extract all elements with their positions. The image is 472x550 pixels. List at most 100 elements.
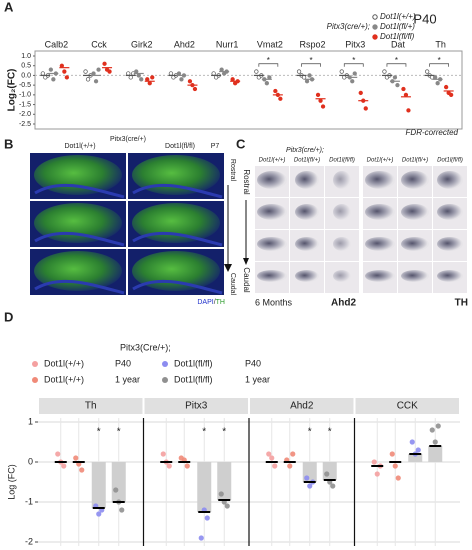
data-point (290, 451, 296, 457)
significance-star: * (395, 56, 398, 65)
micrograph-signal (257, 171, 287, 189)
micrograph-signal (333, 237, 351, 251)
x-tick-label: Calb2 (45, 39, 69, 49)
y-axis-label: Log₂(FC) (7, 69, 18, 112)
y-tick-label: 1.0 (21, 53, 31, 60)
data-point (304, 79, 310, 84)
micrograph-fibers (132, 231, 223, 247)
micrograph-signal (257, 204, 287, 220)
y-tick-label: -2.5 (19, 121, 31, 128)
stain-part: DAPI (197, 299, 213, 306)
significance-star: * (267, 56, 270, 65)
data-point (432, 439, 438, 445)
column-label: Dot1l(fl/fl) (329, 158, 355, 164)
data-point (318, 98, 323, 103)
micrograph-signal (295, 204, 319, 220)
data-point (307, 483, 313, 489)
significance-bracket (386, 63, 407, 67)
column-label: Dot1l(+/+) (64, 143, 95, 150)
micrograph-signal (401, 270, 429, 282)
stain-label: TH (455, 298, 468, 309)
micrograph-signal (401, 171, 429, 189)
y-tick-label: -2 (25, 536, 33, 546)
plot-frame (34, 50, 463, 130)
data-point (179, 77, 184, 82)
data-point (230, 77, 235, 82)
facet-strip (355, 398, 459, 414)
data-point (93, 79, 99, 84)
data-point (126, 71, 131, 76)
legend-label: Dot1l(fl/fl) (174, 358, 213, 368)
data-point (409, 439, 415, 445)
data-point (301, 75, 307, 80)
genotype-label: Pitx3(cre/+) (110, 136, 146, 143)
data-point (266, 451, 272, 457)
micrograph-signal (365, 171, 395, 189)
stain-part: TH (216, 299, 225, 306)
legend-label: Dot1l(fl/+) (380, 22, 415, 31)
data-point (139, 77, 144, 82)
data-point (150, 75, 155, 80)
legend-age: P40 (245, 358, 261, 368)
panel-letter: C (236, 136, 246, 151)
data-point (269, 455, 275, 461)
arrow-head (224, 264, 232, 272)
micrograph-signal (437, 171, 463, 189)
micrograph-signal (365, 237, 395, 251)
column-label: Dot1l(+/+) (367, 158, 394, 164)
y-tick-label: 0.0 (21, 72, 31, 79)
data-point (102, 61, 107, 66)
column-label: Dot1l(fl/fl) (165, 143, 195, 150)
micrograph-signal (295, 270, 319, 282)
data-point (406, 108, 411, 113)
micrograph-fibers (132, 279, 223, 295)
data-point (211, 71, 216, 76)
data-point (415, 447, 421, 453)
y-tick-label: -0.5 (19, 82, 31, 89)
data-point (62, 69, 67, 74)
data-point (48, 67, 53, 72)
data-point (107, 69, 112, 74)
data-point (136, 73, 141, 78)
data-point (85, 77, 91, 82)
data-point (145, 77, 150, 82)
data-point (96, 67, 101, 72)
panel-letter: A (4, 0, 14, 14)
micrograph-signal (333, 171, 351, 189)
data-point (64, 75, 69, 80)
data-point (324, 471, 330, 477)
figure-content: A B C D Log₂(FC) 1.0 0.5 0.0 -0.5 -1.0 -1.5 -2.0 -2.… (4, 0, 468, 546)
age-label: P7 (211, 143, 220, 150)
x-tick-label: Ahd2 (174, 39, 195, 49)
direction-label: Rostral (229, 159, 236, 182)
y-tick-label: -1.0 (19, 92, 31, 99)
legend-marker (372, 34, 378, 40)
data-point (218, 491, 224, 497)
x-tick-label: Vmat2 (257, 39, 283, 49)
significance-star: * (202, 427, 206, 438)
data-point (392, 463, 398, 469)
y-tick-label: -1.5 (19, 101, 31, 108)
micrograph-signal (401, 237, 429, 251)
data-point (339, 69, 344, 74)
legend-marker (162, 377, 168, 383)
data-point (219, 67, 224, 72)
data-point (83, 69, 88, 74)
micrograph-fibers (34, 279, 125, 295)
significance-star: * (117, 427, 121, 438)
data-point (160, 451, 166, 457)
data-point (433, 75, 438, 80)
data-point (374, 471, 380, 477)
data-point (401, 86, 406, 92)
data-point (61, 463, 67, 469)
data-point (51, 77, 56, 82)
bar (322, 462, 337, 480)
micrograph-signal (295, 237, 319, 251)
significance-star: * (328, 427, 332, 438)
facet-strip (144, 398, 248, 414)
micrograph-fibers (34, 231, 125, 247)
data-point (192, 86, 198, 92)
data-point (320, 104, 326, 109)
data-point (278, 96, 283, 101)
